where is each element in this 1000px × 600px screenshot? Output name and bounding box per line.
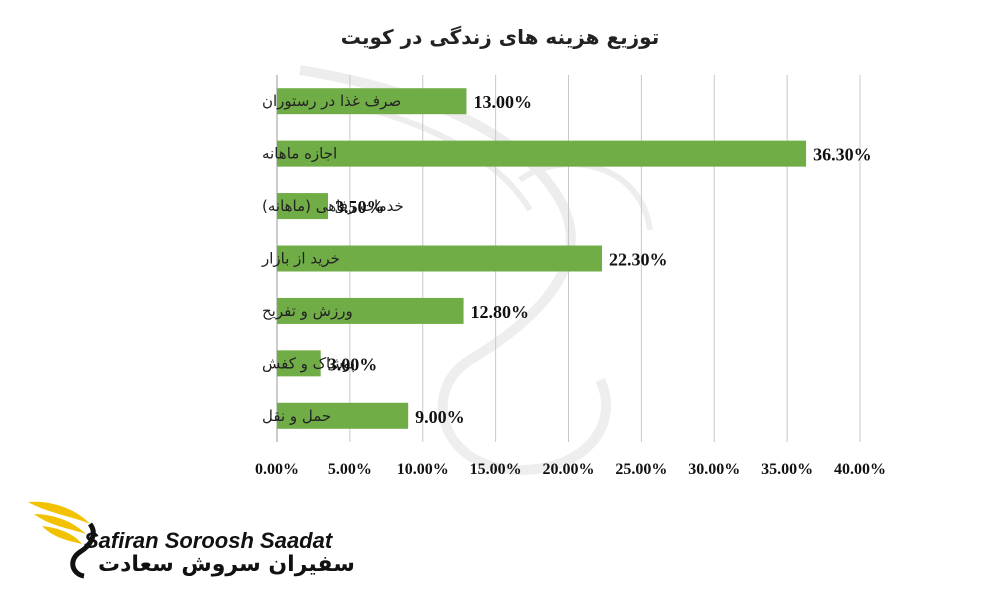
data-label: 9.00% <box>415 407 465 427</box>
category-label: حمل و نقل <box>262 407 331 425</box>
data-label: 3.00% <box>328 354 378 374</box>
data-label: 36.30% <box>813 145 872 165</box>
bar <box>277 350 321 377</box>
category-label: ورزش و تفریح <box>262 302 353 320</box>
data-labels: 13.00% 36.30% 3.50% 22.30% 12.80% 3.00% 9.00% <box>328 92 872 427</box>
logo-name-persian: سفیران سروش سعادت <box>98 552 355 577</box>
x-tick-label: 15.00% <box>470 461 522 478</box>
x-tick-label: 40.00% <box>834 461 886 478</box>
winged-s-logo-icon <box>28 501 96 579</box>
chart-title: توزیع هزینه های زندگی در کویت <box>341 25 659 49</box>
data-label: 22.30% <box>609 250 668 270</box>
data-label: 12.80% <box>471 302 530 322</box>
bar <box>277 245 603 272</box>
bar <box>277 193 329 220</box>
category-label: اجازه ماهانه <box>262 145 337 163</box>
x-tick-label: 0.00% <box>255 461 299 478</box>
category-label: صرف غذا در رستوران <box>262 92 401 110</box>
data-label: 3.50% <box>335 197 385 217</box>
category-label: پوشاک و کفش <box>262 354 355 373</box>
x-tick-label: 10.00% <box>397 461 449 478</box>
bars <box>277 88 807 429</box>
x-tick-label: 35.00% <box>761 461 813 478</box>
logo-name-english: Safiran Soroosh Saadat <box>84 528 333 553</box>
x-tick-label: 30.00% <box>688 461 740 478</box>
category-labels: صرف غذا در رستوران اجازه ماهانه خدمات رفاه… <box>261 92 404 425</box>
x-tick-label: 20.00% <box>543 461 595 478</box>
bar <box>277 140 807 167</box>
bar <box>277 402 409 429</box>
bar <box>277 297 464 324</box>
x-tick-label: 25.00% <box>615 461 667 478</box>
bar <box>277 88 467 115</box>
x-tick-labels: 0.00% 5.00% 10.00% 15.00% 20.00% 25.00% 30.00%… <box>255 461 886 478</box>
x-tick-label: 5.00% <box>328 461 372 478</box>
data-label: 13.00% <box>473 92 531 112</box>
category-label: خدمات رفاهی (ماهانه) <box>262 197 404 215</box>
category-label: خرید از بازار <box>261 250 340 268</box>
